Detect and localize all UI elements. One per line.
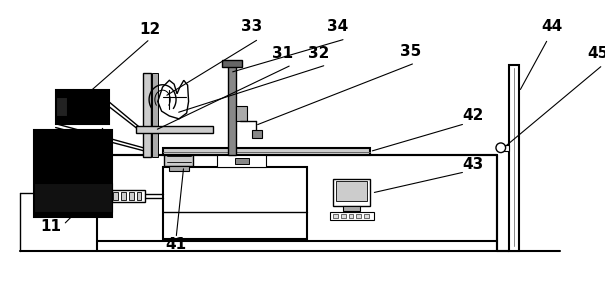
- Bar: [333, 214, 338, 218]
- Bar: [121, 192, 126, 200]
- Bar: [509, 65, 519, 251]
- Text: 32: 32: [308, 46, 329, 61]
- Bar: [364, 214, 369, 218]
- Bar: [169, 166, 189, 171]
- Circle shape: [496, 143, 506, 153]
- Text: 35: 35: [399, 44, 421, 59]
- Bar: [34, 183, 111, 212]
- Text: 44: 44: [541, 19, 563, 34]
- Bar: [236, 106, 247, 121]
- Bar: [136, 126, 213, 133]
- Bar: [333, 179, 370, 205]
- Text: 43: 43: [462, 157, 483, 172]
- Text: 34: 34: [327, 19, 348, 34]
- Bar: [341, 214, 345, 218]
- Bar: [111, 190, 145, 202]
- Bar: [228, 63, 236, 155]
- Bar: [34, 130, 111, 217]
- Text: 41: 41: [166, 237, 186, 252]
- Bar: [235, 158, 249, 164]
- Text: 33: 33: [241, 19, 262, 34]
- Bar: [498, 145, 509, 151]
- Bar: [143, 73, 151, 157]
- Bar: [356, 214, 361, 218]
- Bar: [336, 181, 367, 201]
- Bar: [163, 148, 370, 155]
- Text: 12: 12: [139, 22, 161, 37]
- Bar: [165, 155, 194, 166]
- Bar: [330, 212, 374, 220]
- Bar: [217, 155, 266, 167]
- Text: 45: 45: [587, 46, 605, 61]
- Bar: [56, 97, 67, 116]
- Bar: [113, 192, 118, 200]
- Text: 42: 42: [462, 108, 483, 123]
- Bar: [129, 192, 134, 200]
- Bar: [56, 90, 109, 124]
- Bar: [222, 60, 241, 67]
- Bar: [343, 205, 360, 211]
- Bar: [137, 192, 142, 200]
- Bar: [163, 167, 307, 239]
- Bar: [152, 73, 158, 157]
- Bar: [252, 130, 262, 138]
- Text: 31: 31: [272, 46, 293, 61]
- Bar: [348, 214, 353, 218]
- Text: 11: 11: [41, 219, 61, 234]
